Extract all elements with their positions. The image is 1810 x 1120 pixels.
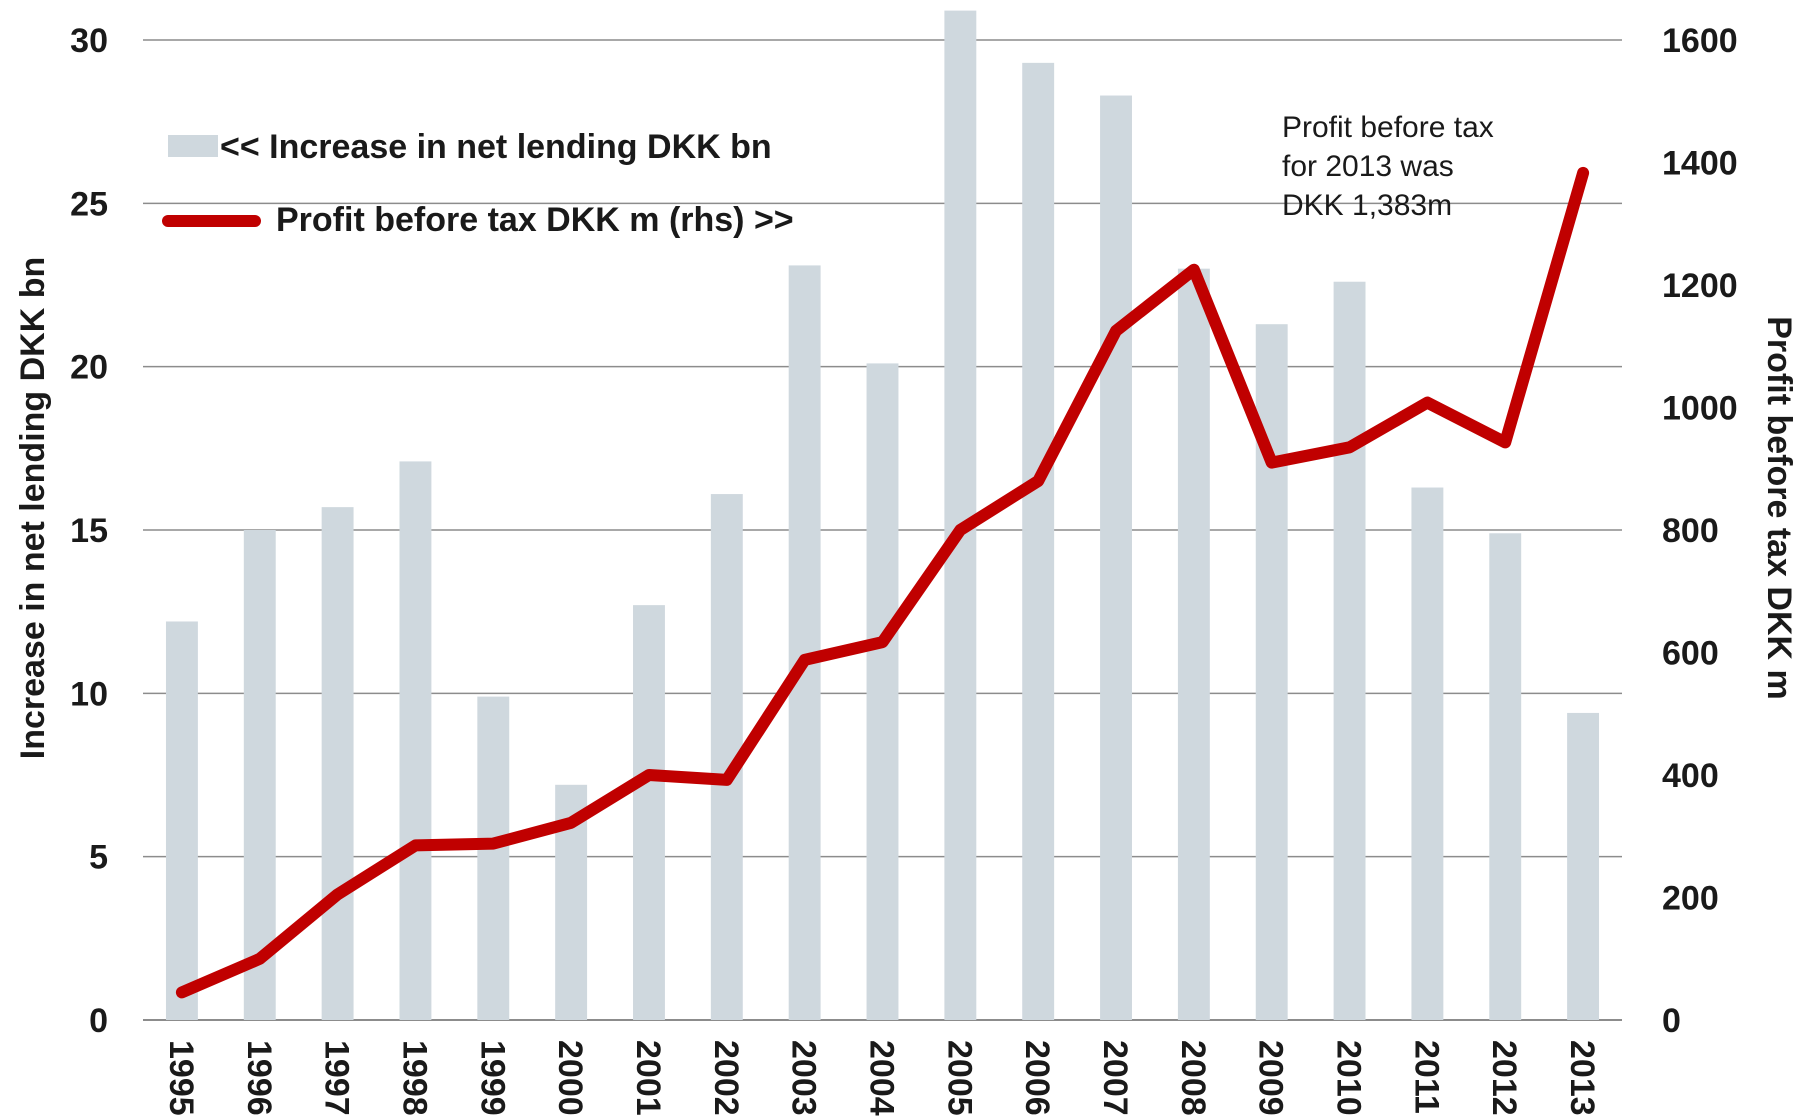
x-tick-label-2008: 2008 bbox=[1174, 1040, 1212, 1116]
bar-2010 bbox=[1333, 281, 1366, 1020]
x-tick-label-2006: 2006 bbox=[1018, 1040, 1056, 1116]
line-layer bbox=[175, 166, 1590, 999]
left-tick-label: 25 bbox=[70, 185, 108, 223]
left-axis-ticks: 0 5 10 15 20 25 30 bbox=[70, 22, 108, 1040]
left-tick-label: 10 bbox=[70, 675, 108, 713]
annotation-line-3: DKK 1,383m bbox=[1282, 189, 1452, 222]
x-tick-label-2000: 2000 bbox=[551, 1040, 589, 1116]
profit-point-2010 bbox=[1349, 446, 1351, 448]
x-tick-label-2010: 2010 bbox=[1330, 1040, 1368, 1116]
right-tick-label: 1600 bbox=[1662, 22, 1738, 60]
profit-point-1999 bbox=[492, 843, 494, 845]
x-tick-label-2013: 2013 bbox=[1563, 1040, 1601, 1116]
right-tick-label: 600 bbox=[1662, 635, 1719, 673]
bar-1996 bbox=[243, 530, 276, 1020]
legend: << Increase in net lending DKK bn Profit… bbox=[162, 128, 794, 239]
bar-2004 bbox=[866, 363, 899, 1020]
left-tick-label: 5 bbox=[89, 839, 108, 877]
profit-point-2008 bbox=[1193, 269, 1195, 271]
profit-point-2009 bbox=[1271, 462, 1273, 464]
left-tick-label: 15 bbox=[70, 512, 108, 550]
bar-1999 bbox=[477, 696, 510, 1020]
x-tick-label-2005: 2005 bbox=[940, 1040, 978, 1116]
x-tick-label-2003: 2003 bbox=[785, 1040, 823, 1116]
bars bbox=[165, 10, 1600, 1021]
left-tick-label: 0 bbox=[89, 1002, 108, 1040]
profit-point-1995 bbox=[181, 991, 183, 993]
bar-2005 bbox=[944, 10, 977, 1021]
right-tick-label: 1400 bbox=[1662, 145, 1738, 183]
profit-point-2011 bbox=[1426, 402, 1428, 404]
x-tick-label-1999: 1999 bbox=[473, 1040, 511, 1116]
x-tick-label-1998: 1998 bbox=[395, 1040, 433, 1116]
x-tick-label-1997: 1997 bbox=[318, 1040, 356, 1116]
legend-bar-swatch bbox=[168, 135, 218, 157]
x-tick-label-1996: 1996 bbox=[240, 1040, 278, 1116]
x-tick-label-2009: 2009 bbox=[1252, 1040, 1290, 1116]
profit-point-2013 bbox=[1582, 172, 1584, 174]
bar-2001 bbox=[633, 605, 665, 1020]
bar-2008 bbox=[1177, 268, 1210, 1021]
x-tick-label-2007: 2007 bbox=[1096, 1040, 1134, 1116]
x-tick-label-2012: 2012 bbox=[1485, 1040, 1523, 1116]
right-tick-label: 800 bbox=[1662, 512, 1719, 550]
bar-1998 bbox=[399, 461, 432, 1020]
annotation: Profit before tax for 2013 was DKK 1,383… bbox=[1282, 111, 1494, 222]
profit-point-2005 bbox=[959, 529, 961, 531]
bar-2006 bbox=[1022, 62, 1055, 1021]
profit-point-2003 bbox=[804, 659, 806, 661]
annotation-line-1: Profit before tax bbox=[1282, 111, 1494, 144]
profit-point-1998 bbox=[414, 844, 416, 846]
profit-point-1996 bbox=[259, 958, 261, 960]
profit-point-1997 bbox=[337, 893, 339, 895]
x-tick-label-2001: 2001 bbox=[629, 1040, 667, 1116]
right-axis-ticks: 0 200 400 600 800 1000 1200 1400 1600 bbox=[1662, 22, 1738, 1040]
right-tick-label: 1000 bbox=[1662, 390, 1738, 428]
bar-2003 bbox=[788, 265, 821, 1020]
profit-point-2007 bbox=[1115, 330, 1117, 332]
right-tick-label: 200 bbox=[1662, 880, 1719, 918]
bar-1995 bbox=[165, 621, 198, 1020]
bar-2012 bbox=[1489, 533, 1522, 1020]
profit-point-2002 bbox=[726, 779, 728, 781]
profit-point-2000 bbox=[570, 822, 572, 824]
x-tick-label-2011: 2011 bbox=[1407, 1040, 1445, 1114]
profit-point-2006 bbox=[1037, 480, 1039, 482]
x-axis-ticks: 1995 1996 1997 1998 1999 2000 2001 2002 2003 2004… bbox=[162, 1040, 1601, 1116]
bar-2011 bbox=[1411, 487, 1444, 1020]
profit-point-2012 bbox=[1504, 441, 1506, 443]
left-tick-label: 20 bbox=[70, 349, 108, 387]
left-tick-label: 30 bbox=[70, 22, 108, 60]
x-tick-label-2004: 2004 bbox=[863, 1040, 901, 1116]
right-tick-label: 400 bbox=[1662, 757, 1719, 795]
profit-point-2001 bbox=[648, 774, 650, 776]
legend-line-label: Profit before tax DKK m (rhs) >> bbox=[276, 201, 794, 239]
x-tick-label-1995: 1995 bbox=[162, 1040, 200, 1116]
left-axis-title: Increase in net lending DKK bn bbox=[14, 257, 52, 760]
annotation-line-2: for 2013 was bbox=[1282, 150, 1454, 183]
right-tick-label: 0 bbox=[1662, 1002, 1681, 1040]
bar-2007 bbox=[1100, 95, 1132, 1021]
bar-2013 bbox=[1567, 712, 1600, 1020]
bar-1997 bbox=[321, 507, 354, 1021]
right-tick-label: 1200 bbox=[1662, 267, 1738, 305]
legend-bar-label: << Increase in net lending DKK bn bbox=[220, 128, 772, 166]
x-tick-label-2002: 2002 bbox=[707, 1040, 745, 1116]
profit-point-2004 bbox=[882, 641, 883, 643]
right-axis-title: Profit before tax DKK m bbox=[1760, 316, 1798, 700]
